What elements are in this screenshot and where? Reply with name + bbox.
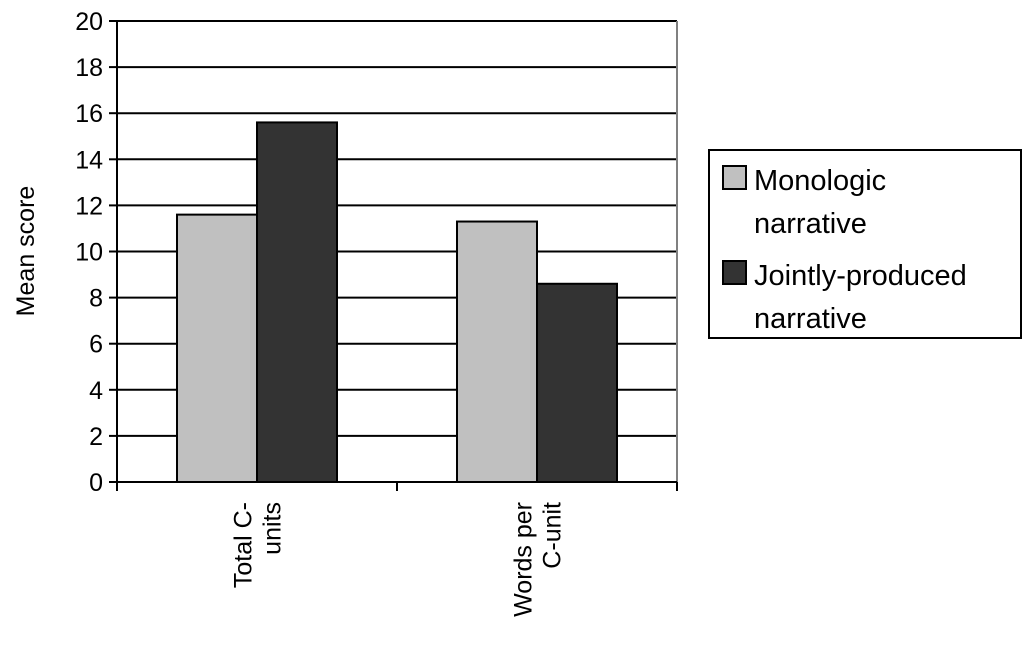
x-axis-categories: Total C-units Words per C-unit	[116, 482, 678, 617]
y-tick-label: 20	[75, 8, 103, 36]
legend-label: narrative	[754, 303, 867, 335]
y-tick-label: 14	[75, 146, 103, 174]
legend: Monologic narrative Jointly-produced narrat…	[708, 149, 1022, 339]
x-category-label: Words per	[510, 502, 538, 617]
legend-box	[708, 149, 1022, 339]
bar	[256, 121, 338, 483]
legend-label: narrative	[754, 208, 867, 240]
y-axis-ticks: 0 2 4 6 8 10 12 14 16 18 20	[75, 8, 117, 497]
y-tick-label: 10	[75, 239, 103, 267]
y-axis-title: Mean score	[12, 186, 40, 317]
y-tick-label: 0	[89, 469, 103, 497]
y-tick-label: 8	[89, 285, 103, 313]
bars	[176, 121, 618, 483]
bar	[456, 220, 538, 483]
bar	[176, 213, 258, 483]
legend-swatch	[722, 260, 747, 285]
x-category-label: units	[259, 502, 287, 555]
legend-entries: Monologic narrative Jointly-produced narrat…	[722, 165, 967, 335]
x-category-label: C-unit	[539, 502, 567, 569]
y-tick-label: 12	[75, 192, 103, 220]
y-tick-label: 18	[75, 54, 103, 82]
bar	[536, 282, 618, 483]
y-tick-label: 4	[89, 377, 103, 405]
legend-label: Monologic	[754, 165, 886, 197]
y-tick-label: 16	[75, 100, 103, 128]
y-tick-label: 2	[89, 423, 103, 451]
x-category-label: Total C-	[230, 502, 258, 588]
legend-label: Jointly-produced	[754, 260, 967, 292]
y-tick-label: 6	[89, 331, 103, 359]
legend-swatch	[722, 165, 747, 190]
